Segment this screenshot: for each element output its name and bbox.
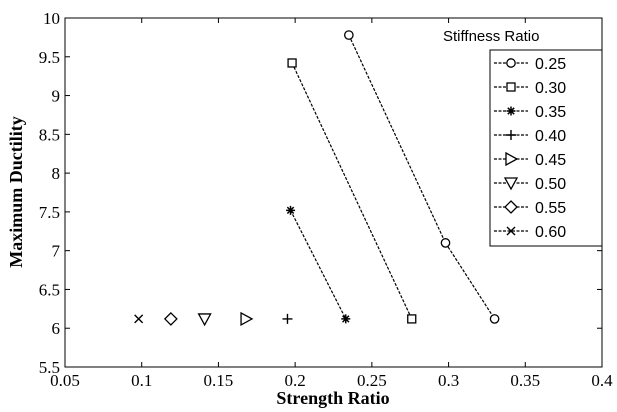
series-layer (134, 30, 500, 327)
plus-marker (506, 130, 516, 140)
legend-item: 0.45 (494, 151, 566, 169)
diamond-marker (163, 311, 178, 326)
x-tick-label: 0.3 (438, 371, 459, 390)
legend-label: 0.35 (535, 104, 566, 121)
triangle-right-marker (240, 311, 254, 327)
star-marker (341, 314, 351, 324)
x-tick-label: 0.35 (510, 371, 540, 390)
legend-entries: 0.25 0.30 0.35 0.40 0.45 0.50 0.55 0.60 (494, 56, 566, 241)
y-tick-label: 6 (52, 319, 61, 338)
series-line (290, 210, 347, 320)
x-marker (134, 314, 144, 324)
x-tick-label: 0.05 (50, 371, 80, 390)
legend-item: 0.50 (494, 176, 566, 193)
circle-marker (440, 238, 451, 248)
y-tick-label: 8 (52, 164, 61, 183)
legend-item: 0.55 (494, 200, 566, 217)
legend-title: Stiffness Ratio (443, 28, 539, 45)
legend-label: 0.25 (535, 56, 566, 73)
triangle-down-marker (197, 313, 212, 327)
x-marker (506, 226, 516, 236)
y-tick-label: 9.5 (39, 48, 60, 67)
legend-item: 0.60 (494, 224, 566, 241)
y-tick-label: 8.5 (39, 125, 60, 144)
star-marker (506, 106, 516, 116)
series-0.30 (287, 58, 417, 324)
y-tick-label: 9 (52, 87, 61, 106)
legend-item: 0.40 (494, 128, 566, 145)
legend-item: 0.30 (494, 80, 566, 97)
series-0.40 (282, 313, 293, 324)
series-0.50 (197, 313, 212, 327)
circle-marker (506, 58, 516, 68)
square-marker (287, 58, 297, 68)
legend-item: 0.25 (494, 56, 566, 73)
legend-label: 0.55 (535, 200, 566, 217)
series-0.60 (134, 314, 144, 324)
y-tick-label: 10 (43, 9, 60, 28)
y-axis-title: Maximum Ductility (6, 116, 26, 267)
series-line (291, 62, 413, 320)
legend-label: 0.45 (535, 152, 566, 169)
x-tick-label: 0.1 (131, 371, 152, 390)
x-axis-title: Strength Ratio (276, 388, 389, 408)
x-tick-label: 0.4 (591, 371, 613, 390)
circle-marker (489, 314, 500, 324)
series-0.55 (163, 311, 178, 326)
legend: Stiffness Ratio 0.25 0.30 0.35 0.40 0.45 0.50… (443, 28, 603, 247)
diamond-marker (504, 200, 518, 214)
square-marker (407, 314, 417, 324)
x-tick-label: 0.2 (285, 371, 306, 390)
legend-label: 0.30 (535, 80, 566, 97)
y-tick-label: 6.5 (39, 280, 60, 299)
legend-label: 0.50 (535, 176, 566, 193)
triangle-down-marker (503, 177, 519, 191)
square-marker (506, 82, 516, 92)
circle-marker (343, 30, 354, 40)
legend-label: 0.60 (535, 224, 566, 241)
x-tick-label: 0.15 (204, 371, 234, 390)
triangle-right-marker (505, 151, 519, 167)
axis-ticks: 0.05 0.1 0.15 0.2 0.25 0.3 0.35 0.4 5.5 6 6.5 7 7.5 8… (39, 9, 613, 390)
legend-item: 0.35 (494, 104, 566, 121)
series-0.45 (240, 311, 254, 327)
x-tick-label: 0.25 (357, 371, 387, 390)
series-0.35 (286, 205, 351, 324)
y-tick-label: 7 (52, 242, 61, 261)
y-tick-label: 7.5 (39, 203, 60, 222)
legend-label: 0.40 (535, 128, 566, 145)
series-line (348, 34, 496, 320)
series-0.25 (343, 30, 500, 324)
star-marker (286, 205, 296, 215)
plus-marker (282, 313, 293, 324)
y-tick-label: 5.5 (39, 358, 60, 377)
